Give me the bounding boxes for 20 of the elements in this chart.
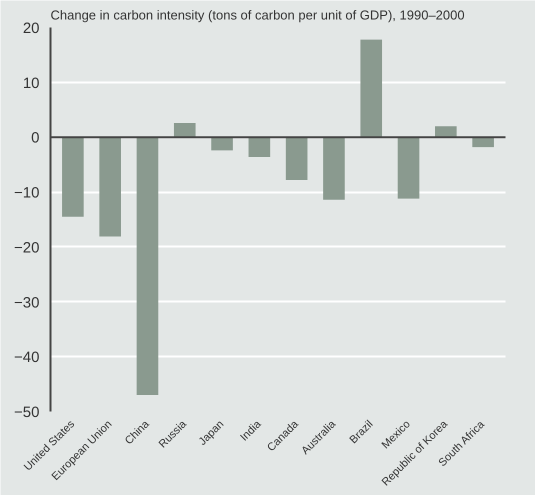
bar [174,122,196,138]
y-tick-label: −30 [14,294,40,312]
chart-title: Change in carbon intensity (tons of carbon per unit of GDP), 1990–2000 [50,8,465,22]
bar [62,137,84,217]
y-tick-label: −10 [14,184,40,202]
bar [398,137,420,199]
y-tick-label: 0 [31,130,40,147]
bar [99,137,121,237]
bar [136,137,158,396]
bar [360,40,382,138]
y-tick-label: −40 [14,349,40,366]
bar [323,137,345,200]
bar [435,126,457,138]
y-tick-label: 20 [22,20,40,37]
y-tick-label: 10 [22,74,40,92]
y-tick-label: −50 [14,404,40,421]
bar [211,137,233,150]
y-tick-label: −20 [14,239,40,256]
bar [248,137,270,157]
bar [286,137,308,180]
